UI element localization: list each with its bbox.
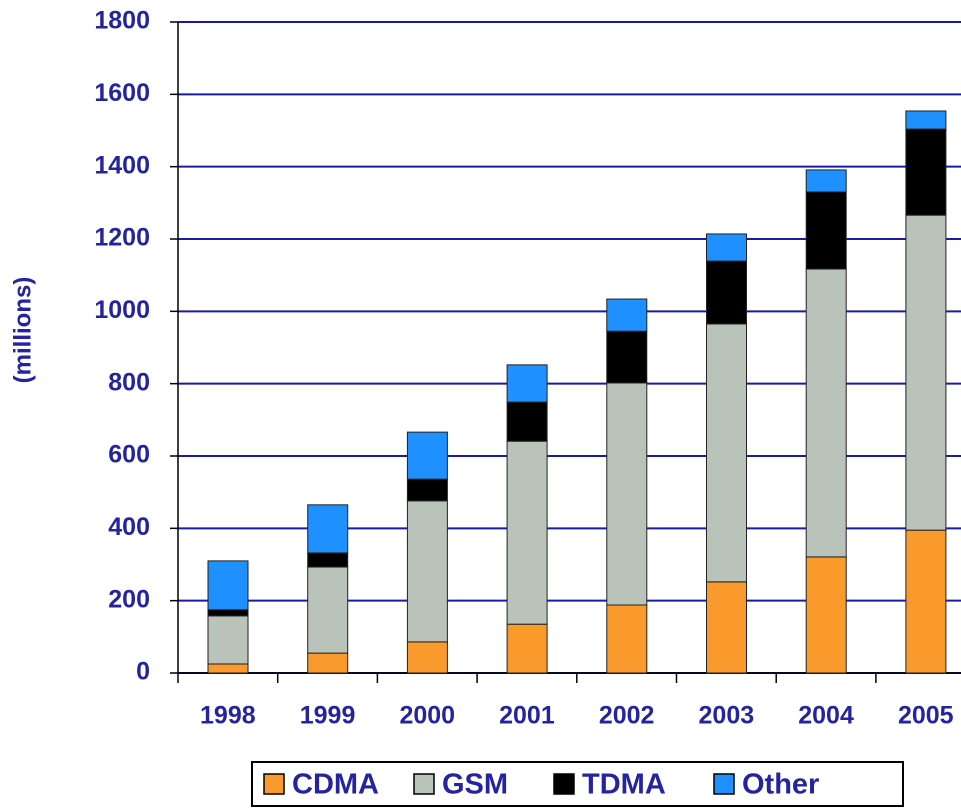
legend-swatch xyxy=(413,773,435,795)
y-tick-label: 1800 xyxy=(94,7,150,35)
y-tick-label: 200 xyxy=(108,585,150,613)
legend-swatch xyxy=(713,773,735,795)
bar-segment xyxy=(207,615,249,665)
bar-segment xyxy=(207,609,249,617)
x-tick-label: 1999 xyxy=(300,702,356,730)
bar-segment xyxy=(406,431,448,480)
x-tick-label: 2002 xyxy=(599,702,655,730)
x-tick-label: 2004 xyxy=(798,702,854,730)
legend xyxy=(251,761,904,807)
y-tick-label: 0 xyxy=(136,658,150,686)
y-tick-label: 1400 xyxy=(94,151,150,179)
y-tick-label: 1600 xyxy=(94,79,150,107)
bar-segment xyxy=(307,566,349,654)
bar-segment xyxy=(506,623,548,674)
bar-segment xyxy=(706,323,747,583)
bar-segment xyxy=(606,382,648,606)
bar-segment xyxy=(905,128,947,216)
bar-segment xyxy=(606,604,648,674)
bar-segment xyxy=(706,581,747,674)
bar-segment xyxy=(905,529,947,674)
bar-segment xyxy=(307,504,349,554)
legend-swatch xyxy=(263,773,285,795)
y-axis-label: (millions) xyxy=(9,277,36,384)
x-tick-label: 2001 xyxy=(499,702,555,730)
bar-segment xyxy=(905,214,947,531)
y-tick-label: 600 xyxy=(108,441,150,469)
bar-segment xyxy=(307,552,349,568)
bar-segment xyxy=(307,652,349,674)
bar-segment xyxy=(805,169,847,193)
bar-segment xyxy=(207,663,249,674)
bar-segment xyxy=(406,641,448,674)
x-tick-label: 2000 xyxy=(399,702,455,730)
bar-segment xyxy=(207,560,249,611)
bar-segment xyxy=(406,478,448,502)
bar-segment xyxy=(406,500,448,643)
x-tick-label: 2005 xyxy=(898,702,954,730)
y-tick-label: 800 xyxy=(108,368,150,396)
bar-segment xyxy=(506,401,548,442)
bar-segment xyxy=(506,440,548,625)
legend-label: TDMA xyxy=(582,769,666,801)
bar-segment xyxy=(506,364,548,403)
bar-segment xyxy=(706,260,747,325)
bar-segment xyxy=(905,110,947,130)
bar-segment xyxy=(805,191,847,270)
y-tick-label: 400 xyxy=(108,513,150,541)
legend-label: GSM xyxy=(442,769,508,801)
bar-segment xyxy=(805,268,847,558)
x-tick-label: 1998 xyxy=(200,702,256,730)
bar-segment xyxy=(706,233,747,262)
y-tick-label: 1200 xyxy=(94,224,150,252)
legend-label: CDMA xyxy=(292,769,379,801)
y-tick-label: 1000 xyxy=(94,296,150,324)
x-tick-label: 2003 xyxy=(699,702,755,730)
bar-segment xyxy=(805,556,847,674)
legend-swatch xyxy=(553,773,575,795)
bar-segment xyxy=(606,330,648,384)
bar-segment xyxy=(606,298,648,332)
legend-label: Other xyxy=(742,769,819,801)
